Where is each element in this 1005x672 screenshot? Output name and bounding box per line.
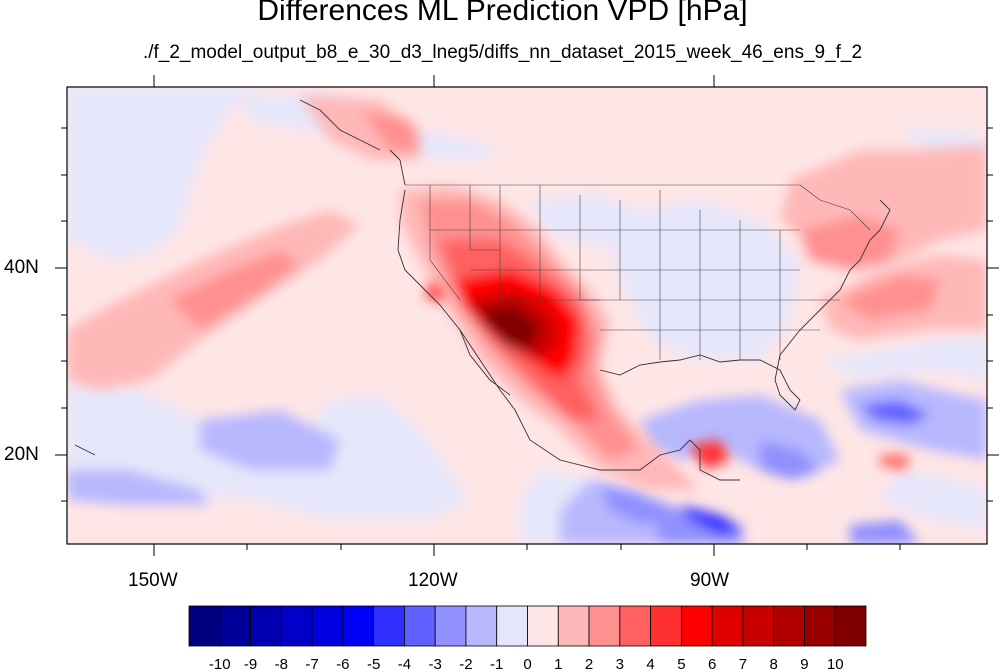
colorbar-box (496, 605, 528, 647)
colorbar-box (404, 605, 436, 647)
lon-label-120w: 120W (408, 570, 458, 591)
coastlines (74, 99, 891, 481)
axis-ticks (55, 75, 999, 556)
lat-label-20n: 20N (4, 444, 39, 465)
colorbar-box (680, 605, 713, 647)
colorbar-label: -8 (275, 656, 288, 672)
colorbar-label: -4 (398, 656, 411, 672)
colorbar-box (434, 605, 467, 647)
colorbar-box (588, 605, 621, 647)
colorbar-label: 0 (523, 656, 531, 672)
colorbar-label: -7 (305, 656, 318, 672)
colorbar-label: -2 (459, 656, 472, 672)
colorbar-label: 6 (708, 656, 716, 672)
colorbar-label: -3 (429, 656, 442, 672)
lat-label-40n: 40N (4, 257, 39, 278)
colorbar-box (619, 605, 651, 647)
colorbar-box (219, 605, 251, 647)
colorbar: -10 -9 -8 -7 -6 -5 -4 -3 -2 -1 0 1 2 3 4 5 6 7 8 9 10 (188, 605, 867, 672)
map-subtitle: ./f_2_model_output_b8_e_30_d3_lneg5/diff… (142, 42, 863, 63)
colorbar-box (188, 605, 221, 647)
colorbar-box (465, 605, 498, 647)
lon-label-150w: 150W (128, 570, 178, 591)
colorbar-label: 9 (800, 656, 808, 672)
lon-label-90w: 90W (690, 570, 730, 591)
colorbar-label: -9 (244, 656, 257, 672)
colorbar-box (804, 605, 836, 647)
colorbar-label: 8 (770, 656, 778, 672)
colorbar-label: 4 (646, 656, 654, 672)
colorbar-label: 10 (827, 656, 844, 672)
colorbar-box (311, 605, 344, 647)
colorbar-label: 5 (677, 656, 685, 672)
colorbar-box (834, 605, 867, 647)
colorbar-label: -10 (209, 656, 231, 672)
map-field (67, 87, 987, 544)
colorbar-label: -1 (490, 656, 503, 672)
colorbar-box (342, 605, 375, 647)
colorbar-box (250, 605, 282, 647)
colorbar-label: -5 (367, 656, 380, 672)
colorbar-box (557, 605, 590, 647)
colorbar-box (373, 605, 405, 647)
colorbar-box (742, 605, 775, 647)
colorbar-label: 2 (585, 656, 593, 672)
colorbar-label: 3 (616, 656, 624, 672)
colorbar-box (527, 605, 559, 647)
map-title: Differences ML Prediction VPD [hPa] (257, 0, 748, 27)
colorbar-box (711, 605, 744, 647)
colorbar-label: 1 (554, 656, 562, 672)
colorbar-label: 7 (739, 656, 747, 672)
state-borders (405, 184, 871, 360)
colorbar-box (650, 605, 682, 647)
colorbar-box (773, 605, 805, 647)
colorbar-label: -6 (336, 656, 349, 672)
colorbar-box (280, 605, 313, 647)
